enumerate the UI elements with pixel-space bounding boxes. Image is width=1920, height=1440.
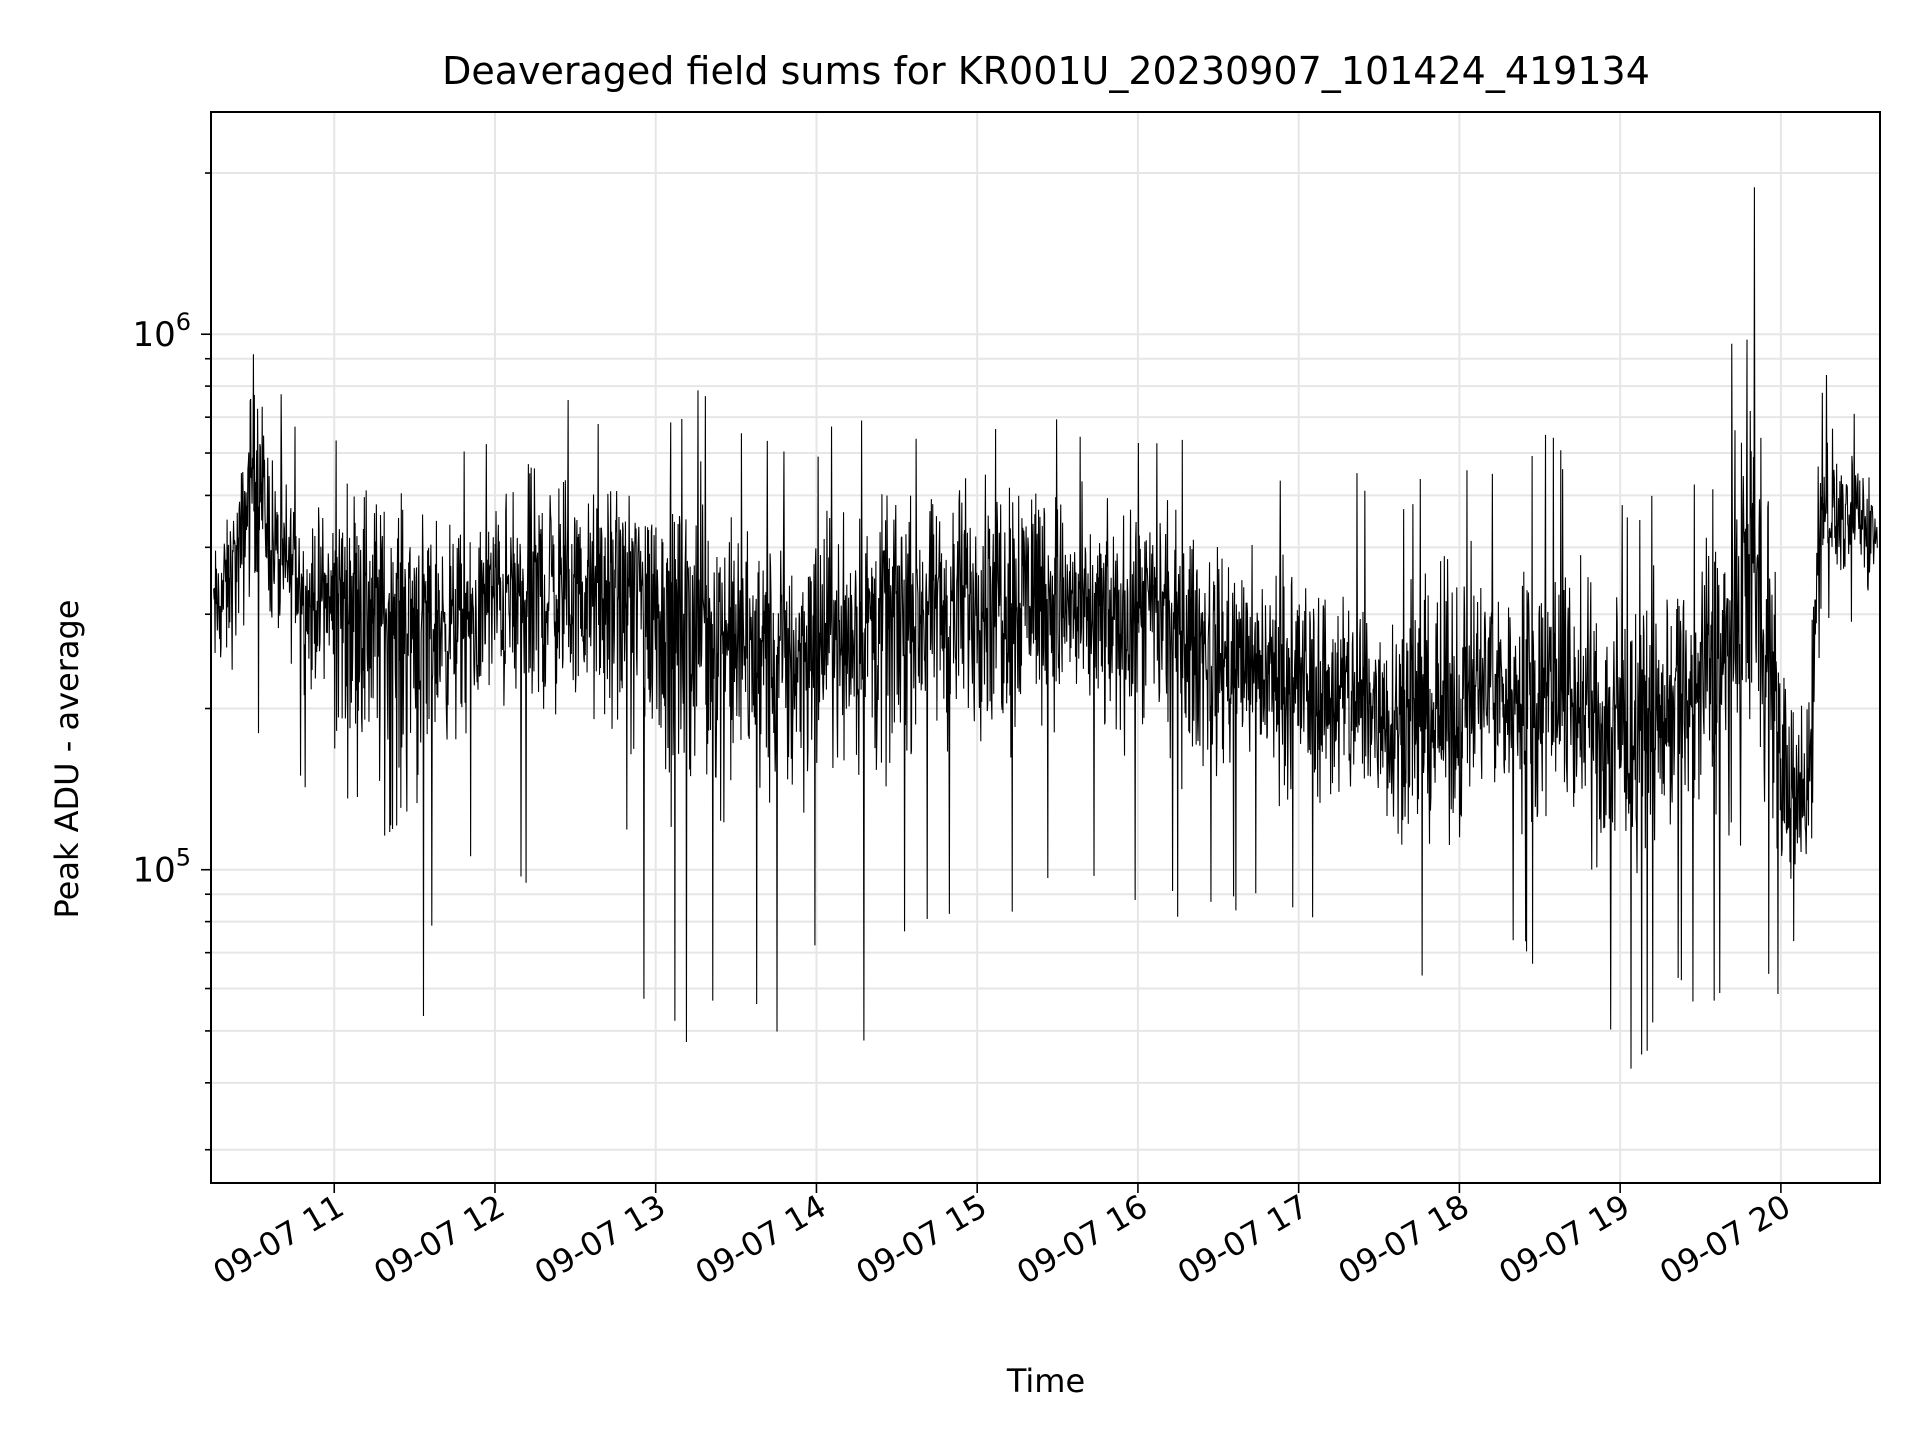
x-axis-label: Time: [1006, 1362, 1085, 1400]
y-tick-label: 106: [132, 308, 191, 355]
y-tick-label: 105: [132, 844, 191, 891]
chart-title: Deaveraged field sums for KR001U_2023090…: [442, 49, 1650, 93]
plot-frame: [210, 111, 1881, 1184]
y-tick-exponent: 5: [176, 844, 191, 872]
series-layer: [213, 187, 1878, 1069]
y-tick-base: 10: [132, 315, 175, 355]
y-tick-exponent: 6: [176, 308, 191, 336]
y-tick-base: 10: [132, 851, 175, 891]
series-line: [213, 187, 1878, 1069]
y-axis-label: Peak ADU - average: [48, 600, 86, 919]
